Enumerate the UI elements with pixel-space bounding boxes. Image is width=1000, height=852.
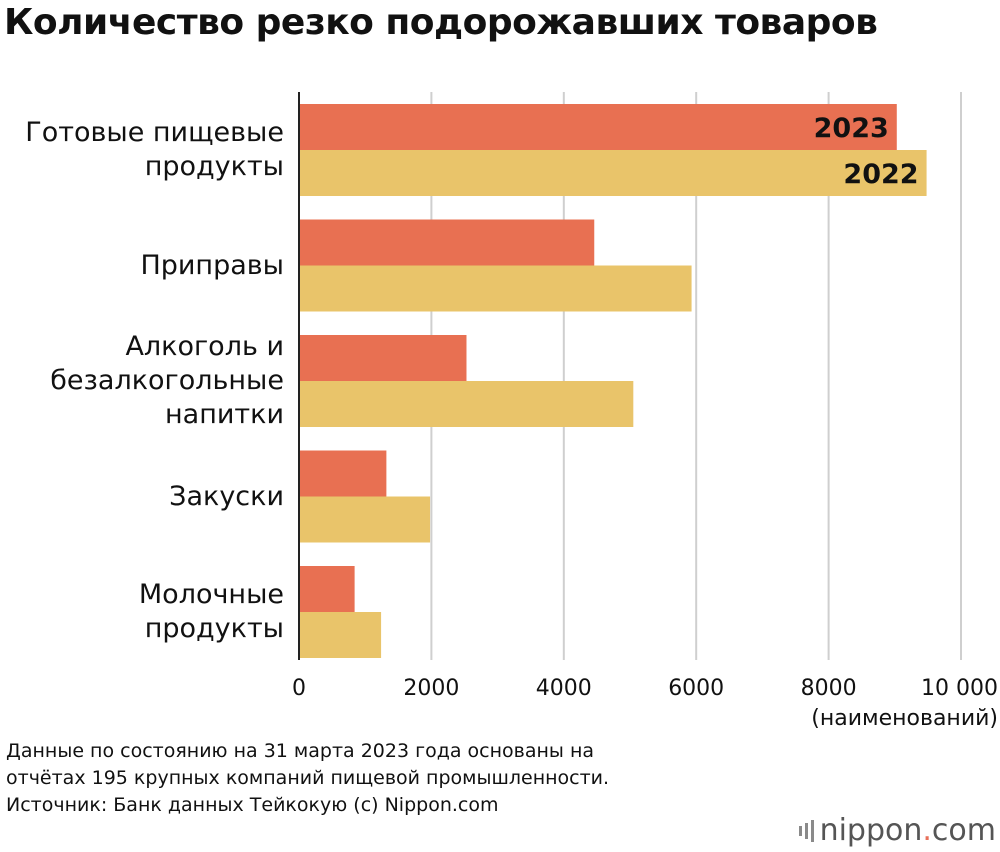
category-label-line: продукты — [144, 151, 284, 182]
footer-line: Данные по состоянию на 31 марта 2023 год… — [6, 740, 595, 762]
logo-stripes-icon — [798, 819, 814, 842]
category-label: Закуски — [0, 480, 284, 514]
bar-2022 — [299, 381, 634, 427]
series-label-2022: 2022 — [843, 159, 918, 190]
chart-title: Количество резко подорожавших товаров — [4, 2, 878, 43]
category-label: Алкоголь и безалкогольные напитки — [0, 330, 284, 432]
category-label-line: Готовые пищевые — [25, 117, 284, 148]
bar-chart: 2023 2022 — [298, 92, 962, 660]
bar-2022 — [299, 612, 382, 658]
bar-2023 — [299, 335, 467, 381]
category-label-line: напитки — [165, 399, 284, 430]
x-tick-label: 8000 — [800, 676, 857, 701]
bar-2023 — [299, 219, 595, 266]
category-label-line: безалкогольные — [50, 365, 284, 396]
logo-suffix: com — [931, 813, 996, 848]
category-label: Приправы — [0, 249, 284, 283]
category-label-line: Приправы — [140, 249, 284, 281]
bar-2022 — [299, 150, 927, 196]
bar-2022 — [299, 496, 431, 543]
category-label-line: продукты — [144, 613, 284, 644]
x-tick-label: 2000 — [403, 676, 460, 701]
x-axis-unit-label: (наименований) — [811, 706, 998, 731]
nippon-logo: nippon. com — [798, 813, 996, 848]
category-label-line: Закуски — [169, 480, 284, 512]
footer-notes: Данные по состоянию на 31 марта 2023 год… — [6, 738, 609, 819]
category-label: Молочные продукты — [0, 578, 284, 646]
category-label-line: Алкоголь и — [125, 331, 284, 362]
x-tick-label: 6000 — [668, 676, 725, 701]
logo-name: nippon — [819, 813, 923, 848]
x-tick-label: 10 000 — [921, 676, 998, 701]
bar-2023 — [299, 450, 387, 497]
footer-line: отчётах 195 крупных компаний пищевой про… — [6, 767, 610, 789]
bar-2023 — [299, 104, 897, 150]
footer-line: Источник: Банк данных Тейкокую (c) Nippo… — [6, 794, 499, 816]
series-label-2023: 2023 — [814, 113, 889, 144]
bar-2022 — [299, 265, 692, 312]
category-label-line: Молочные — [138, 579, 284, 610]
category-label: Готовые пищевые продукты — [0, 116, 284, 184]
x-tick-label: 4000 — [535, 676, 592, 701]
logo-dot: . — [922, 813, 932, 848]
bar-2023 — [299, 566, 355, 612]
x-tick-label: 0 — [292, 676, 306, 701]
